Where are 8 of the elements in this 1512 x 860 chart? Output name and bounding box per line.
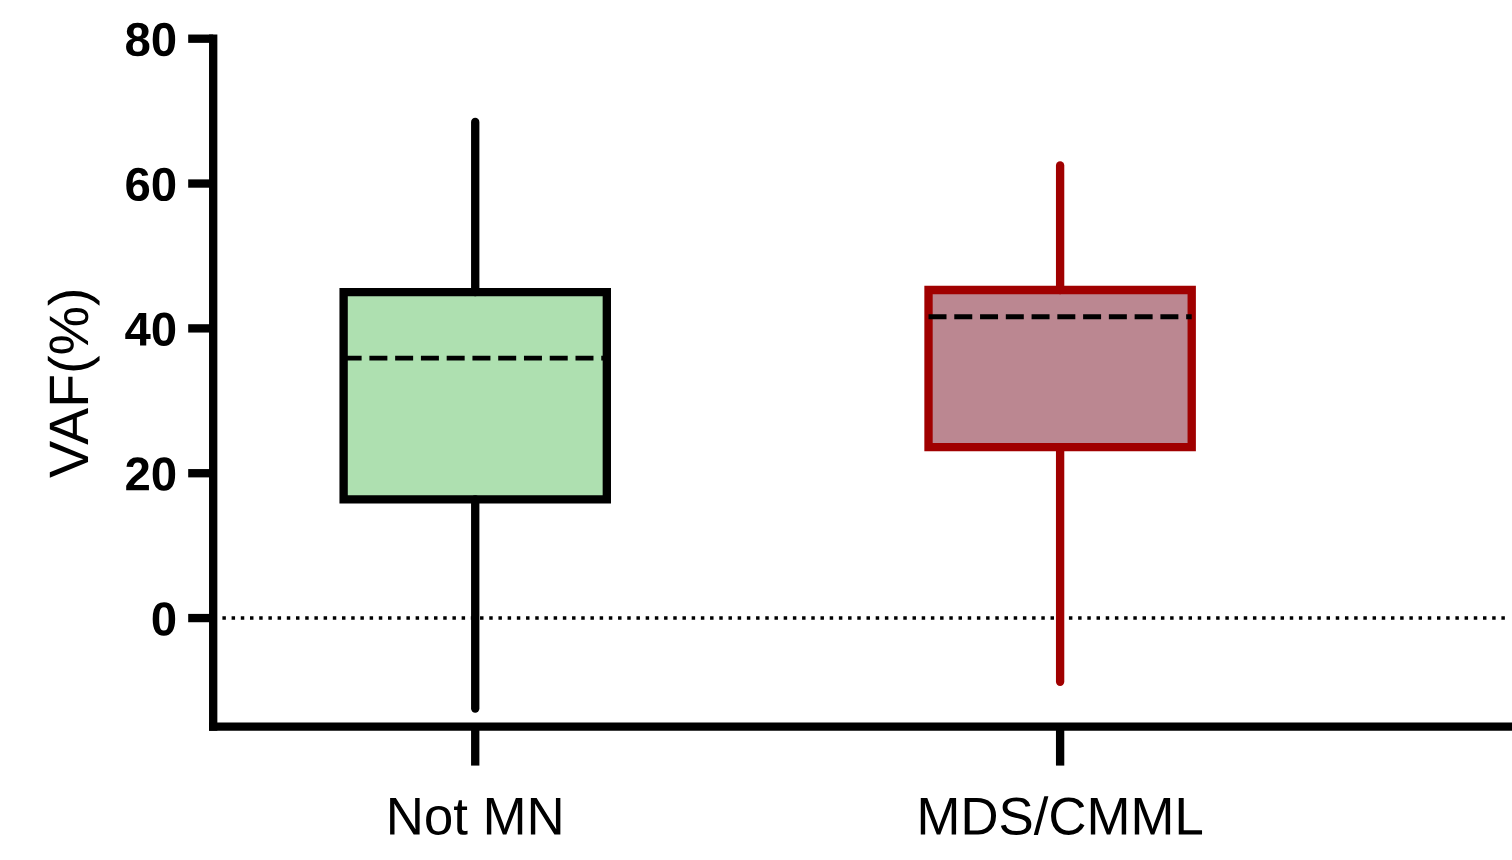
x-tick-label: Not MN — [390, 798, 561, 835]
y-tick-label: 80 — [126, 22, 176, 57]
x-tick-label: MDS/CMML — [920, 796, 1203, 835]
y-axis-title: VAF(%) — [47, 290, 100, 478]
y-tick-label: 20 — [126, 457, 176, 491]
y-tick-label: 0 — [152, 602, 176, 636]
y-tick-label: 40 — [125, 312, 176, 346]
y-tick-label: 60 — [126, 167, 176, 202]
